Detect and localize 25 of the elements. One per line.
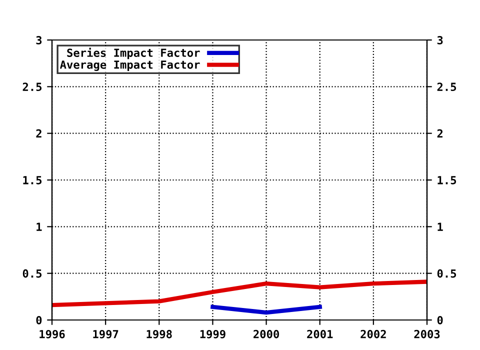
legend-label: Average Impact Factor [60,60,200,71]
y-tick-label: 1.5 [23,176,42,184]
x-tick-label: 1998 [146,330,172,338]
line-series [52,280,427,308]
legend-label: Series Impact Factor [67,48,200,60]
y2-tick-label: 2 [437,129,442,138]
y-tick-label: 0.5 [22,269,42,278]
x-tick-label: 1999 [200,330,226,338]
y-tick-label: 2.5 [22,82,42,92]
y2-tick-label: 0 [437,316,443,324]
x-tick-label: 2001 [307,330,333,338]
y2-tick-label: 1.5 [438,176,456,184]
y2-tick-label: 3 [437,36,443,44]
y2-tick-label: 1 [438,222,443,231]
y2-tick-label: 2.5 [437,82,456,92]
x-tick-label: 1997 [93,330,118,338]
x-tick-label: 2003 [414,330,440,338]
y2-tick-label: 0.5 [437,269,456,278]
y-tick-label: 0 [36,316,42,324]
y-tick-label: 1 [36,222,42,231]
x-tick-label: 2002 [360,330,386,338]
x-tick-label: 1996 [40,330,65,338]
x-tick-label: 2000 [254,330,279,338]
y-tick-label: 3 [36,36,42,44]
y-tick-label: 2 [36,129,42,138]
